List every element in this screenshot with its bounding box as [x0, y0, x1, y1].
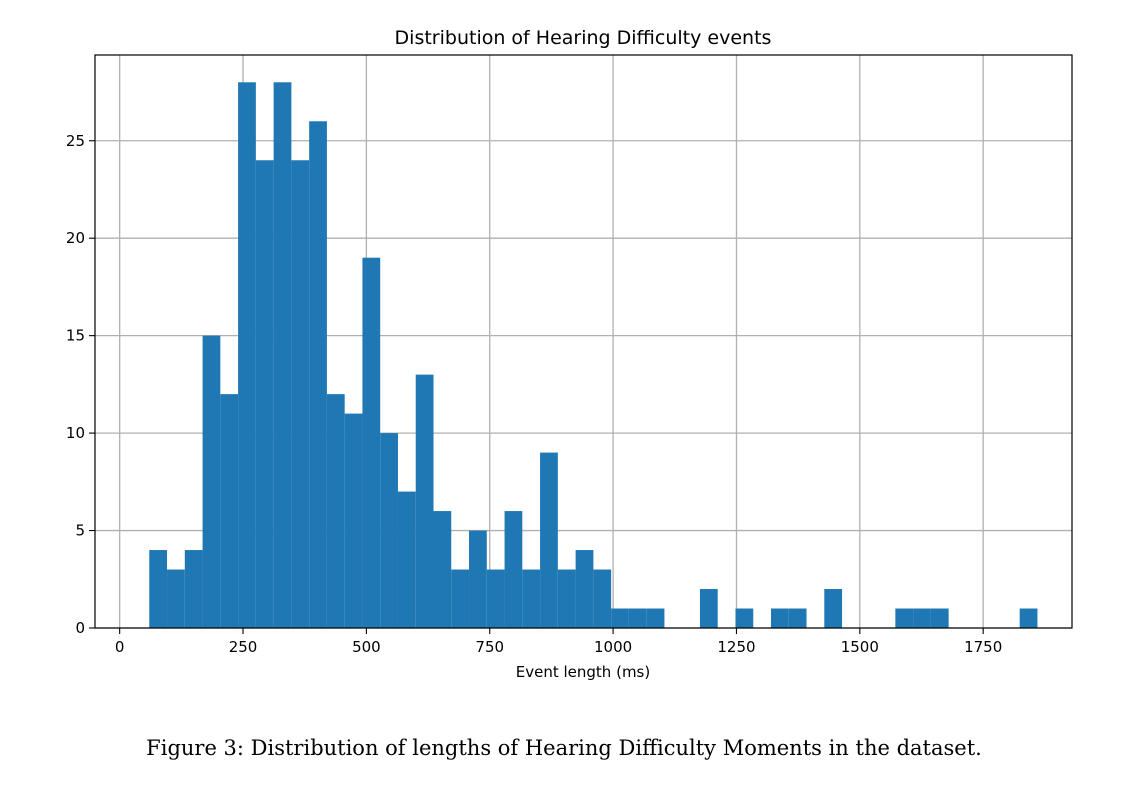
histogram-bar — [913, 608, 931, 628]
histogram-bar — [771, 608, 789, 628]
histogram-bar — [504, 511, 523, 628]
x-axis-ticks: 0 250 500 750 1000 1250 1500 1750 — [115, 628, 1002, 656]
histogram-bar — [593, 569, 612, 628]
histogram-bar — [486, 569, 505, 628]
histogram-bar — [184, 550, 203, 628]
histogram-bar — [1019, 608, 1038, 628]
y-tick-label: 0 — [75, 619, 85, 637]
histogram-bar — [930, 608, 949, 628]
histogram-bar — [699, 589, 718, 628]
histogram-bar — [611, 608, 629, 628]
histogram-bar — [326, 394, 345, 628]
x-axis-label: Event length (ms) — [516, 663, 650, 681]
histogram-bar — [309, 121, 327, 628]
x-tick-label: 500 — [352, 638, 381, 656]
histogram-bar — [788, 608, 807, 628]
histogram-bar — [824, 589, 843, 628]
histogram-bar — [273, 82, 292, 629]
y-axis-ticks: 0 5 10 15 20 25 — [66, 132, 95, 637]
y-tick-label: 15 — [66, 327, 85, 345]
histogram-bar — [397, 491, 416, 628]
x-tick-label: 1500 — [841, 638, 879, 656]
histogram-bar — [557, 569, 576, 628]
histogram-bar — [238, 82, 256, 629]
histogram-bar — [344, 413, 363, 628]
histogram-chart: Distribution of Hearing Difficulty event… — [66, 27, 1073, 681]
histogram-bar — [575, 550, 594, 628]
histogram-bar — [255, 160, 274, 628]
x-tick-label: 1000 — [594, 638, 632, 656]
histogram-bar — [380, 433, 398, 628]
x-tick-label: 1750 — [964, 638, 1002, 656]
histogram-bar — [540, 452, 558, 628]
histogram-bar — [469, 530, 487, 628]
plot-frame — [94, 54, 1073, 629]
histogram-bar — [735, 608, 754, 628]
histogram-bar — [522, 569, 541, 628]
y-tick-label: 5 — [75, 522, 85, 540]
histogram-bar — [646, 608, 665, 628]
x-tick-label: 750 — [475, 638, 504, 656]
x-tick-label: 250 — [229, 638, 258, 656]
histogram-bar — [167, 569, 185, 628]
histogram-bar — [628, 608, 647, 628]
x-tick-label: 1250 — [717, 638, 755, 656]
y-tick-label: 10 — [66, 424, 85, 442]
histogram-bar — [220, 394, 239, 628]
histogram-bar — [415, 374, 434, 628]
y-tick-label: 25 — [66, 132, 85, 150]
histogram-bar — [149, 550, 168, 628]
histogram-bar — [291, 160, 310, 628]
histogram-bar — [433, 511, 452, 628]
y-tick-label: 20 — [66, 229, 85, 247]
figure-caption: Figure 3: Distribution of lengths of Hea… — [146, 736, 982, 760]
x-tick-label: 0 — [115, 638, 125, 656]
histogram-bar — [202, 335, 221, 628]
histogram-bars — [149, 82, 1038, 629]
histogram-bar — [451, 569, 470, 628]
histogram-bar — [362, 257, 381, 628]
chart-title: Distribution of Hearing Difficulty event… — [395, 27, 772, 49]
histogram-bar — [895, 608, 914, 628]
